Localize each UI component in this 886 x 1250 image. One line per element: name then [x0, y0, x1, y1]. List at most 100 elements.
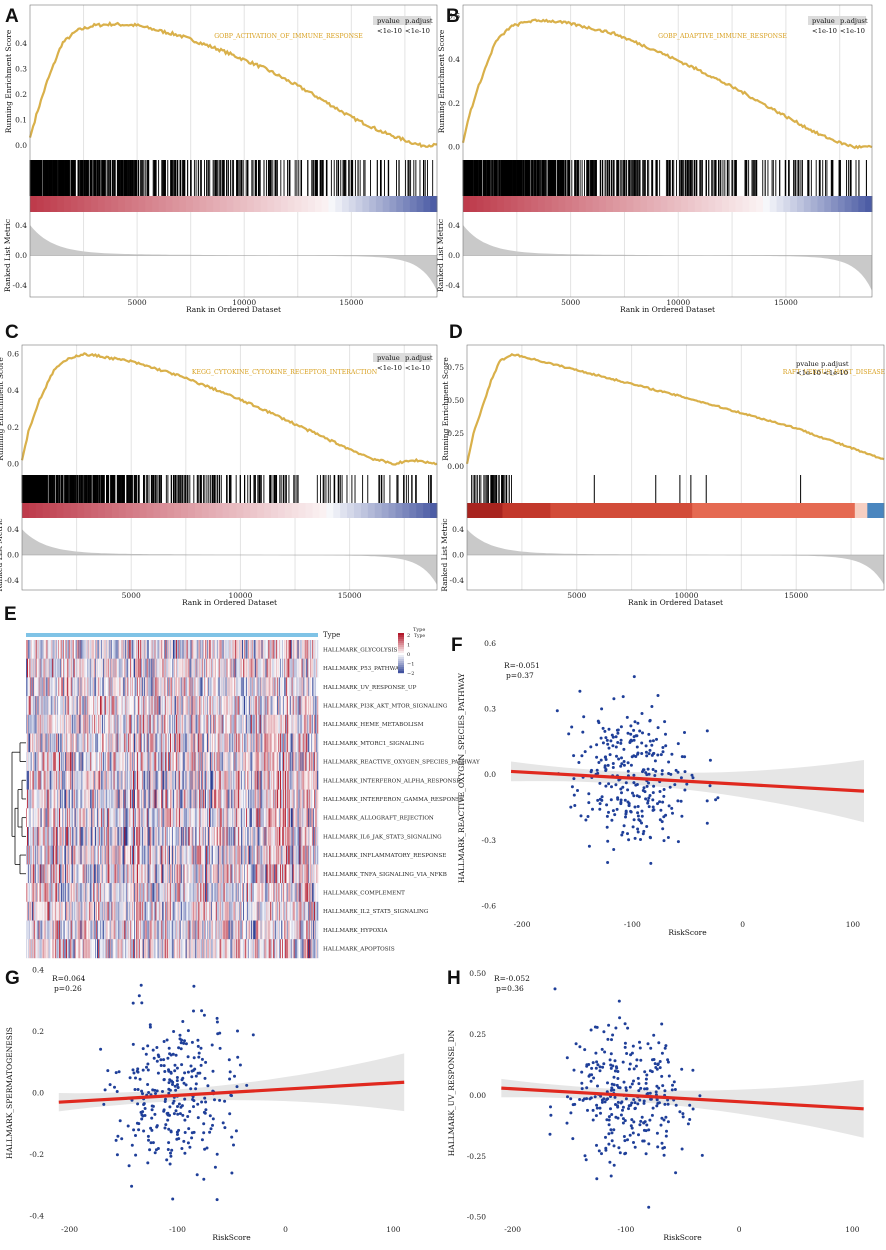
heatmap-cell	[156, 714, 158, 734]
heatmap-cell	[203, 733, 205, 753]
heatmap-cell	[84, 640, 86, 659]
heatmap-cell	[210, 677, 213, 697]
heatmap-cell	[280, 789, 282, 809]
heatmap-cell	[257, 733, 259, 753]
stat-table: pvalue p.adjust<1e-10 <1e-10	[373, 353, 433, 372]
heatmap-panel: ETypeHALLMARK_GLYCOLYSISHALLMARK_P53_PAT…	[4, 604, 480, 959]
heatmap-cell	[175, 733, 178, 753]
heatmap-cell	[128, 640, 130, 659]
heatmap-cell	[154, 770, 156, 790]
heatmap-cell	[177, 696, 180, 716]
heatmap-cell	[286, 789, 289, 809]
heatmap-cell	[257, 714, 259, 734]
heatmap-cell	[263, 733, 265, 753]
heatmap-cell	[249, 696, 252, 716]
heatmap-cell	[303, 770, 305, 790]
heatmap-cell	[245, 770, 248, 790]
heatmap-row-label: HALLMARK_PI3K_AKT_MTOR_SIGNALING	[323, 703, 448, 709]
heatmap-cell	[71, 752, 74, 772]
heatmap-cell	[117, 714, 119, 734]
heatmap-cell	[130, 733, 132, 753]
heatmap-cell	[193, 733, 195, 753]
heatmap-cell	[124, 733, 126, 753]
heatmap-cell	[218, 752, 220, 772]
heatmap-cell	[62, 640, 64, 659]
heatmap-cell	[189, 752, 191, 772]
heatmap-cell	[109, 658, 111, 678]
heatmap-cell	[69, 752, 72, 772]
heatmap-cell	[94, 658, 96, 678]
heatmap-cell	[155, 696, 157, 716]
heatmap-cell	[167, 770, 169, 790]
heatmap-cell	[225, 752, 227, 772]
heatmap-cell	[143, 658, 146, 678]
heatmap-cell	[113, 677, 115, 697]
heatmap-cell	[133, 714, 135, 734]
heatmap-cell	[163, 714, 165, 734]
heatmap-cell	[218, 696, 220, 716]
heatmap-cell	[158, 696, 160, 716]
heatmap-cell	[199, 677, 201, 697]
heatmap-cell	[64, 640, 67, 659]
heatmap-cell	[76, 696, 78, 716]
y-tick-label: 0.2	[15, 90, 27, 99]
heatmap-cell	[122, 696, 124, 716]
heatmap-cell	[50, 808, 52, 828]
heatmap-cell	[105, 770, 108, 790]
heatmap-cell	[45, 714, 47, 734]
strip-segment	[348, 196, 357, 212]
heatmap-cell	[105, 677, 108, 697]
heatmap-cell	[147, 770, 149, 790]
heatmap-cell	[72, 696, 74, 716]
strip-segment	[572, 196, 580, 212]
heatmap-cell	[288, 733, 291, 753]
heatmap-cell	[35, 733, 38, 753]
heatmap-cell	[296, 789, 298, 809]
heatmap-cell	[98, 733, 100, 753]
heatmap-cell	[88, 770, 90, 790]
heatmap-cell	[172, 658, 174, 678]
heatmap-cell	[47, 677, 49, 697]
heatmap-cell	[91, 658, 93, 678]
heatmap-cell	[43, 770, 45, 790]
heatmap-cell	[83, 770, 85, 790]
strip-segment	[63, 196, 72, 212]
heatmap-cell	[148, 752, 150, 772]
heatmap-cell	[302, 752, 304, 772]
heatmap-cell	[72, 658, 74, 678]
heatmap-cell	[146, 714, 148, 734]
heatmap-cell	[238, 770, 240, 790]
heatmap-cell	[208, 658, 210, 678]
heatmap-cell	[126, 733, 128, 753]
heatmap-cell	[226, 677, 228, 697]
heatmap-cell	[168, 640, 170, 659]
heatmap-cell	[196, 658, 198, 678]
heatmap-cell	[254, 733, 257, 753]
heatmap-cell	[206, 640, 208, 659]
heatmap-cell	[225, 658, 227, 678]
heatmap-cell	[181, 677, 184, 697]
stat-table-header-bg	[808, 16, 866, 25]
heatmap-cell	[271, 640, 273, 659]
heatmap-cell	[214, 640, 217, 659]
heatmap-cell	[35, 640, 38, 659]
heatmap-cell	[132, 752, 134, 772]
heatmap-cell	[189, 658, 191, 678]
heatmap-cell	[66, 808, 69, 828]
heatmap-cell	[50, 714, 52, 734]
heatmap-cell	[135, 733, 137, 753]
heatmap-cell	[150, 714, 152, 734]
y-tick-label: 0.2	[448, 99, 460, 108]
heatmap-cell	[141, 714, 144, 734]
heatmap-cell	[171, 696, 173, 716]
heatmap-cell	[213, 770, 216, 790]
heatmap-cell	[102, 714, 105, 734]
heatmap-cell	[88, 640, 90, 659]
heatmap-cell	[36, 714, 38, 734]
heatmap-cell	[29, 752, 32, 772]
heatmap-cell	[172, 640, 175, 659]
heatmap-cell	[195, 696, 197, 716]
heatmap-cell	[208, 696, 210, 716]
heatmap-cell	[50, 677, 52, 697]
heatmap-cell	[207, 770, 209, 790]
